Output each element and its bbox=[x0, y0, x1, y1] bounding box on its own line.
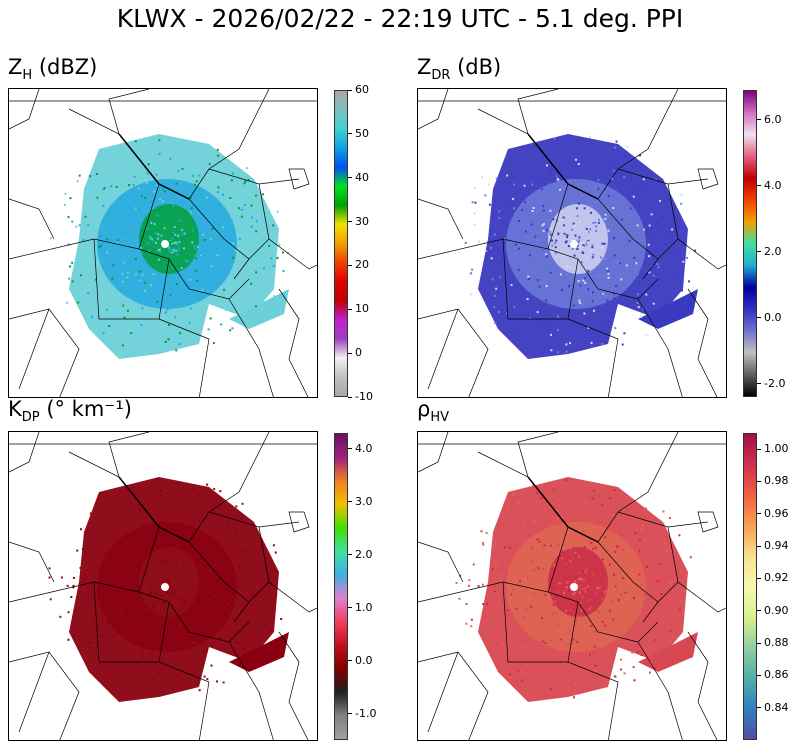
colorbar-tick-label: 10 bbox=[348, 302, 369, 315]
panel-title-part: (° km⁻¹) bbox=[39, 397, 132, 421]
county-boundaries bbox=[9, 432, 317, 740]
colorbar-tick-label: 0.0 bbox=[348, 654, 373, 667]
panel-title-part: (dBZ) bbox=[32, 55, 98, 79]
radar-echo bbox=[49, 134, 289, 359]
colorbar-tick-label: 0.96 bbox=[757, 507, 789, 520]
panel-title-part: DR bbox=[431, 68, 451, 84]
radar-site-marker bbox=[570, 240, 578, 248]
colorbar-tick-label: 4.0 bbox=[348, 442, 373, 455]
colorbar-zh bbox=[334, 90, 348, 397]
panel-title-part: HV bbox=[430, 410, 450, 426]
state-boundary bbox=[527, 476, 599, 543]
radar-plot-kdp bbox=[8, 431, 318, 741]
colorbar-tick-label: 0.98 bbox=[757, 474, 789, 487]
colorbar-tick-label: 1.0 bbox=[348, 601, 373, 614]
colorbar-tick-label: 50 bbox=[348, 127, 369, 140]
colorbar-tick-label: 0.88 bbox=[757, 636, 789, 649]
radar-plot-zh bbox=[8, 88, 318, 398]
colorbar-tick-label: 2.0 bbox=[348, 548, 373, 561]
colorbar-tick-label: 20 bbox=[348, 258, 369, 271]
panel-title-zdr: ZDR (dB) bbox=[417, 55, 501, 83]
colorbar-tick-label: -1.0 bbox=[348, 707, 376, 720]
panel-title-part: K bbox=[8, 397, 22, 421]
colorbar-tick-label: 0.90 bbox=[757, 604, 789, 617]
radar-plot-zdr bbox=[417, 88, 727, 398]
colorbar-tick-label: 0 bbox=[348, 346, 362, 359]
colorbar-tick-label: 6.0 bbox=[757, 113, 782, 126]
panel-title-part: ρ bbox=[417, 397, 431, 421]
panel-title-part: DP bbox=[21, 410, 40, 426]
radar-site-marker bbox=[161, 240, 169, 248]
county-boundaries bbox=[418, 89, 726, 397]
panel-title-part: Z bbox=[417, 55, 432, 79]
panel-title-zh: ZH (dBZ) bbox=[8, 55, 97, 83]
colorbar-tick-label: -2.0 bbox=[757, 377, 785, 390]
colorbar-tick-label: 3.0 bbox=[348, 495, 373, 508]
figure-title: KLWX - 2026/02/22 - 22:19 UTC - 5.1 deg.… bbox=[116, 4, 684, 33]
colorbar-tick-label: 1.00 bbox=[757, 442, 789, 455]
radar-plot-rhohv bbox=[417, 431, 727, 741]
panel-title-rhohv: ρHV bbox=[417, 397, 449, 425]
state-boundary bbox=[527, 133, 599, 200]
radar-echo bbox=[455, 477, 698, 702]
colorbar-kdp bbox=[334, 433, 348, 740]
colorbar-rhohv bbox=[743, 433, 757, 740]
colorbar-tick-label: 0.92 bbox=[757, 571, 789, 584]
colorbar-tick-label: 0.0 bbox=[757, 311, 782, 324]
colorbar-tick-label: 0.86 bbox=[757, 668, 789, 681]
colorbar-tick-label: 0.84 bbox=[757, 701, 789, 714]
colorbar-tick-label: 40 bbox=[348, 171, 369, 184]
panel-title-part: H bbox=[22, 68, 33, 84]
radar-site-marker bbox=[161, 583, 169, 591]
colorbar-zdr bbox=[743, 90, 757, 397]
colorbar-tick-label: -10 bbox=[348, 390, 373, 403]
colorbar-tick-label: 2.0 bbox=[757, 245, 782, 258]
panel-title-part: (dB) bbox=[450, 55, 502, 79]
state-boundary bbox=[118, 133, 190, 200]
radar-site-marker bbox=[570, 583, 578, 591]
colorbar-tick-label: 4.0 bbox=[757, 179, 782, 192]
colorbar-tick-label: 0.94 bbox=[757, 539, 789, 552]
state-boundary bbox=[118, 476, 190, 543]
radar-echo bbox=[48, 477, 289, 702]
panel-title-part: Z bbox=[8, 55, 23, 79]
colorbar-tick-label: 30 bbox=[348, 215, 369, 228]
radar-echo bbox=[464, 134, 698, 359]
panel-title-kdp: KDP (° km⁻¹) bbox=[8, 397, 132, 425]
colorbar-tick-label: 60 bbox=[348, 83, 369, 96]
